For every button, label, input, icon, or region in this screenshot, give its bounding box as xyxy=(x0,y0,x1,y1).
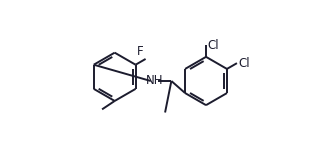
Text: NH: NH xyxy=(146,75,163,87)
Text: Cl: Cl xyxy=(207,39,219,52)
Text: F: F xyxy=(137,45,144,58)
Text: Cl: Cl xyxy=(238,57,250,70)
